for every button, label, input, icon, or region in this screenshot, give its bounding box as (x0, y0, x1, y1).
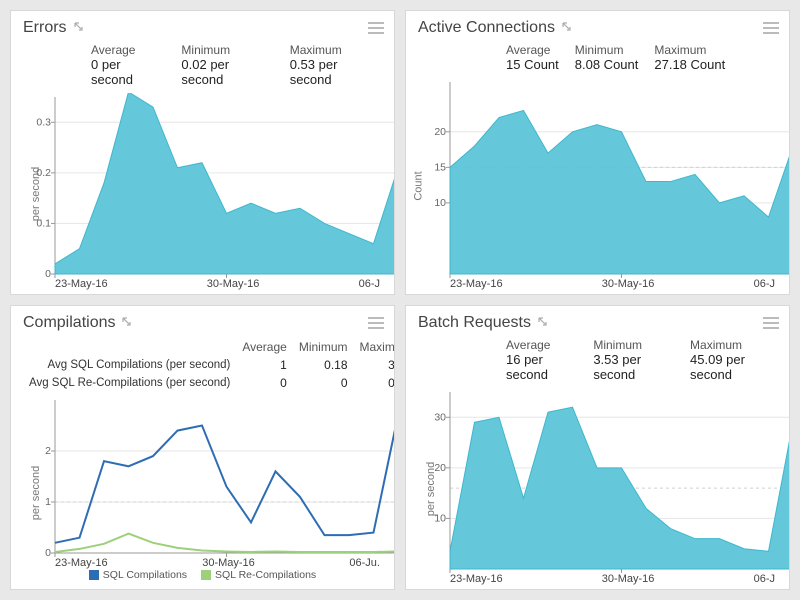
svg-text:10: 10 (434, 197, 446, 209)
panel-connections: Active Connections Average15 Count Minim… (405, 10, 790, 295)
panel-title: Active Connections (418, 19, 555, 37)
svg-text:2: 2 (45, 445, 51, 457)
y-axis-label: per second (30, 166, 42, 220)
svg-text:0.3: 0.3 (36, 116, 51, 128)
x-axis-labels: 23-May-16 30-May-16 06-J (416, 278, 779, 290)
svg-text:20: 20 (434, 126, 446, 138)
table-row: Avg SQL Compilations (per second) 1 0.18… (23, 356, 395, 374)
stats-connections: Average15 Count Minimum8.08 Count Maximu… (406, 41, 789, 78)
legend-swatch (201, 570, 211, 580)
panel-batch: Batch Requests Average16 per second Mini… (405, 305, 790, 590)
legend-swatch (89, 570, 99, 580)
popout-icon[interactable] (73, 21, 84, 35)
dashboard-grid: Errors Average0 per second Minimum0.02 p… (0, 0, 800, 600)
stats-batch: Average16 per second Minimum3.53 per sec… (406, 336, 789, 388)
table-row: Avg SQL Re-Compilations (per second) 0 0… (23, 374, 395, 392)
svg-text:1: 1 (45, 496, 51, 508)
x-axis-labels: 23-May-16 30-May-16 06-J (416, 573, 779, 585)
panel-title: Compilations (23, 314, 115, 332)
menu-icon[interactable] (763, 317, 779, 329)
chart-batch: 102030 (416, 388, 790, 573)
menu-icon[interactable] (368, 22, 384, 34)
menu-icon[interactable] (368, 317, 384, 329)
svg-text:0: 0 (45, 547, 51, 557)
svg-text:0: 0 (45, 268, 51, 278)
stats-compilations: Average Minimum Maximum Avg SQL Compilat… (11, 336, 394, 396)
chart-errors: 00.10.20.3 (21, 93, 395, 278)
x-axis-labels: 23-May-16 30-May-16 06-Ju. (21, 557, 384, 569)
popout-icon[interactable] (121, 316, 132, 330)
x-axis-labels: 23-May-16 30-May-16 06-J (21, 278, 384, 290)
panel-title: Errors (23, 19, 67, 37)
chart-compilations: 0 1 2 (21, 396, 395, 557)
chart-connections: 10 15 20 (416, 78, 790, 278)
menu-icon[interactable] (763, 22, 779, 34)
panel-compilations: Compilations Average Minimum Maximum Avg… (10, 305, 395, 590)
y-axis-label: per second (30, 465, 42, 519)
popout-icon[interactable] (561, 21, 572, 35)
y-axis-label: Count (413, 171, 425, 200)
stats-errors: Average0 per second Minimum0.02 per seco… (11, 41, 394, 93)
panel-title: Batch Requests (418, 314, 531, 332)
popout-icon[interactable] (537, 316, 548, 330)
y-axis-label: per second (425, 461, 437, 515)
svg-text:15: 15 (434, 161, 446, 173)
legend: SQL Compilations SQL Re-Compilations (21, 569, 384, 585)
svg-text:30: 30 (434, 411, 446, 423)
panel-errors: Errors Average0 per second Minimum0.02 p… (10, 10, 395, 295)
